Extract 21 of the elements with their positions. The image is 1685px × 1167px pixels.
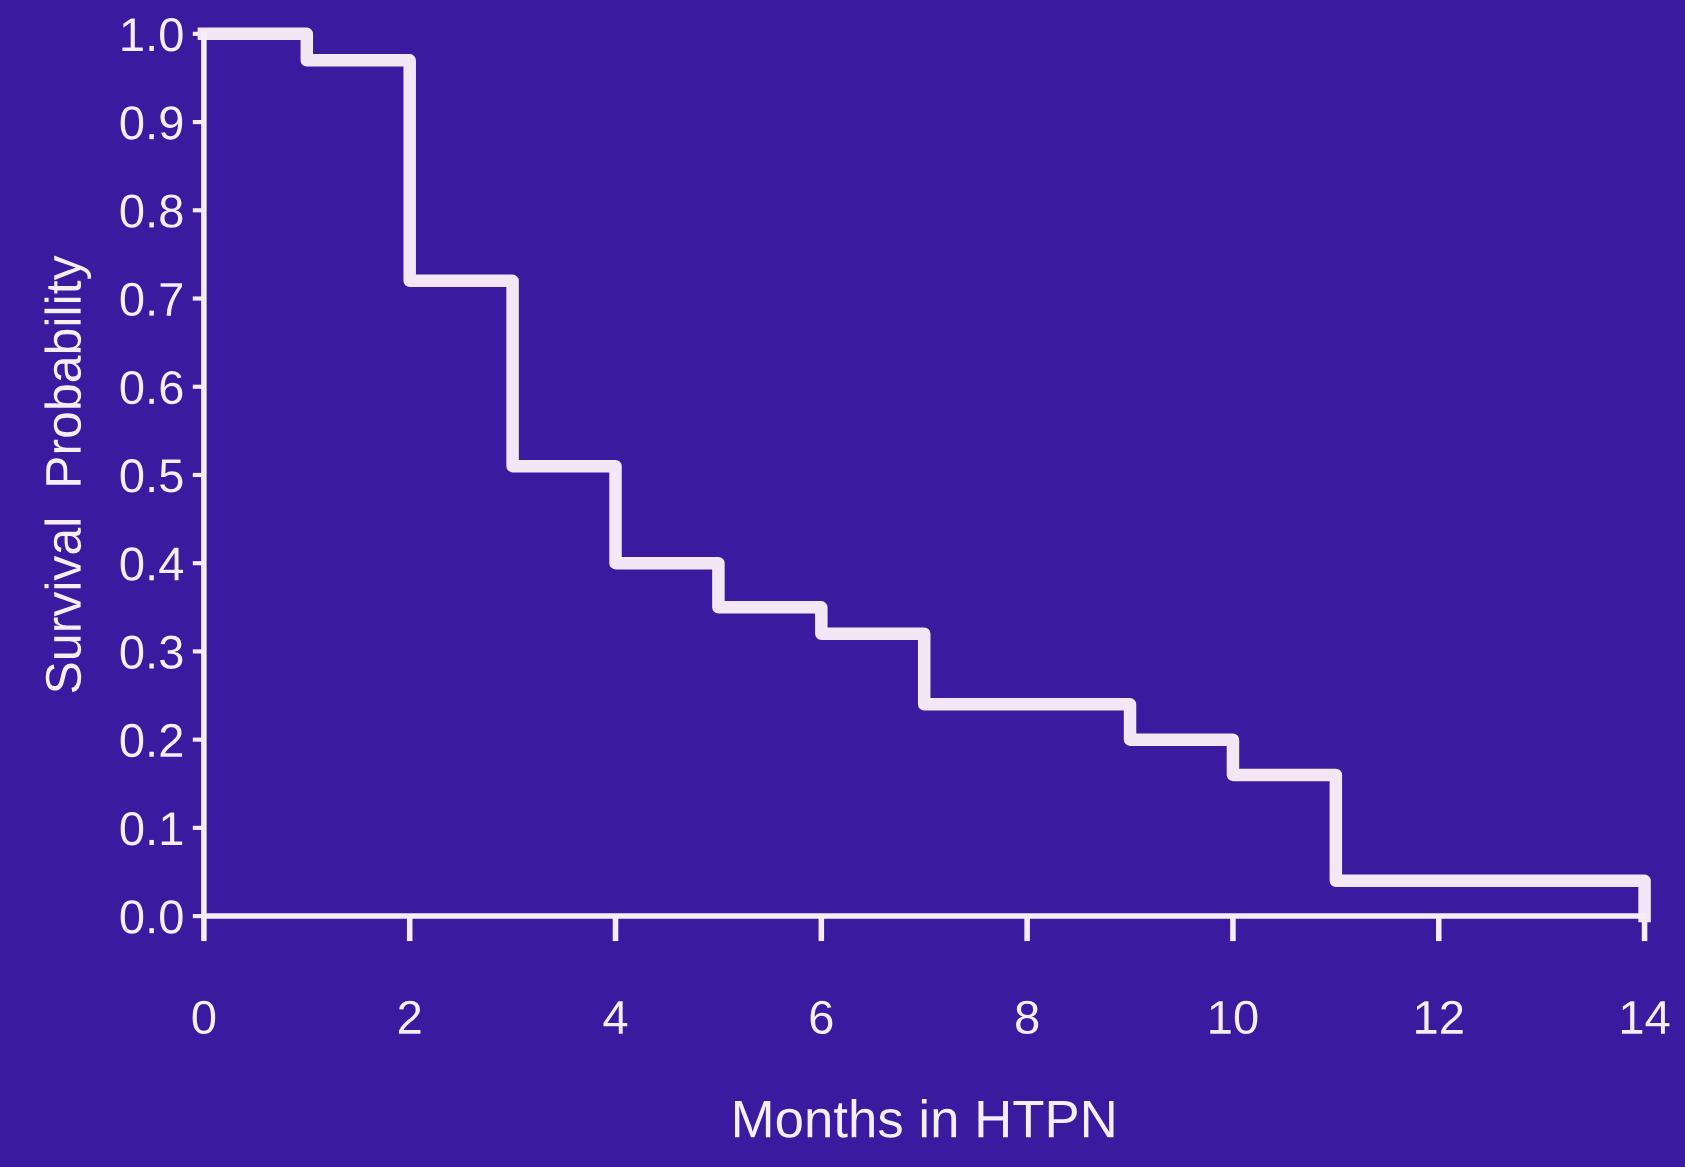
x-tick-label: 14 (1621, 1001, 1670, 1034)
x-tick-label: 4 (603, 1001, 628, 1034)
y-tick-label: 0.9 (120, 106, 183, 140)
x-tick-label: 10 (1210, 1000, 1258, 1035)
y-tick-label: 0.6 (120, 370, 183, 405)
y-tick-label: 0.7 (120, 282, 183, 317)
x-axis-title: Months in HTPN (734, 1099, 1114, 1138)
x-tick-label: 2 (398, 1000, 421, 1034)
y-axis-title: Survival Probability (44, 255, 92, 693)
y-tick-label: 0.1 (120, 812, 183, 846)
y-tick-label: 0.3 (120, 635, 183, 669)
y-tick-label: 0.5 (120, 459, 183, 493)
x-tick-label: 12 (1416, 1000, 1463, 1034)
y-tick-label: 1.0 (122, 17, 183, 52)
x-tick-label: 6 (810, 1000, 833, 1035)
y-tick-label: 0.8 (120, 194, 183, 228)
x-tick-label: 8 (1016, 1000, 1039, 1035)
x-tick-label: 0 (192, 1000, 216, 1035)
y-tick-label: 0.4 (120, 547, 184, 581)
y-tick-label: 0.0 (120, 900, 183, 934)
y-tick-label: 0.2 (120, 723, 183, 758)
